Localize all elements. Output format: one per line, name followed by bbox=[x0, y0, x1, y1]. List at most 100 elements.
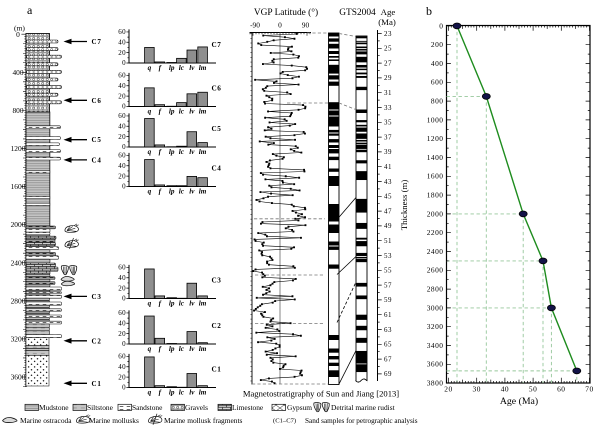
svg-text:2400: 2400 bbox=[427, 247, 444, 256]
svg-text:2000: 2000 bbox=[427, 209, 444, 218]
svg-text:lm: lm bbox=[199, 148, 207, 156]
svg-text:lp: lp bbox=[169, 148, 175, 156]
svg-text:40: 40 bbox=[118, 123, 126, 131]
svg-text:200: 200 bbox=[431, 40, 444, 49]
svg-text:20: 20 bbox=[118, 172, 126, 180]
svg-text:GTS2004: GTS2004 bbox=[339, 8, 376, 18]
svg-text:C7: C7 bbox=[92, 38, 102, 46]
svg-text:60: 60 bbox=[118, 112, 126, 120]
svg-text:20: 20 bbox=[118, 373, 126, 381]
svg-text:C1: C1 bbox=[212, 366, 222, 374]
svg-text:Gypsum: Gypsum bbox=[287, 403, 312, 412]
svg-text:29: 29 bbox=[384, 74, 392, 82]
svg-text:1800: 1800 bbox=[427, 191, 444, 200]
svg-text:(C1–C7): (C1–C7) bbox=[273, 418, 296, 425]
svg-text:400: 400 bbox=[12, 68, 23, 77]
svg-text:Sandstone: Sandstone bbox=[132, 403, 163, 412]
svg-text:C6: C6 bbox=[92, 97, 102, 105]
svg-text:47: 47 bbox=[384, 207, 392, 215]
svg-text:2800: 2800 bbox=[11, 296, 26, 305]
svg-text:q: q bbox=[148, 108, 152, 116]
svg-text:60: 60 bbox=[118, 309, 126, 317]
svg-text:0: 0 bbox=[122, 183, 126, 191]
svg-text:40: 40 bbox=[118, 363, 126, 371]
svg-text:Gravels: Gravels bbox=[185, 403, 208, 412]
svg-text:lc: lc bbox=[179, 300, 185, 308]
svg-text:23: 23 bbox=[384, 30, 392, 38]
svg-text:lc: lc bbox=[179, 108, 185, 116]
svg-text:1200: 1200 bbox=[427, 134, 444, 143]
svg-text:55: 55 bbox=[384, 267, 392, 275]
svg-text:q: q bbox=[148, 300, 152, 308]
svg-text:lm: lm bbox=[199, 345, 207, 353]
svg-text:q: q bbox=[148, 148, 152, 156]
svg-text:0: 0 bbox=[122, 340, 126, 348]
svg-text:lp: lp bbox=[169, 64, 175, 72]
svg-text:q: q bbox=[148, 345, 152, 353]
svg-text:lp: lp bbox=[169, 345, 175, 353]
svg-text:20: 20 bbox=[444, 385, 452, 394]
svg-text:lc: lc bbox=[179, 345, 185, 353]
svg-text:lv: lv bbox=[189, 345, 195, 353]
svg-text:67: 67 bbox=[384, 355, 392, 363]
svg-text:C4: C4 bbox=[92, 156, 102, 164]
svg-text:1600: 1600 bbox=[11, 182, 26, 191]
svg-text:lv: lv bbox=[189, 300, 195, 308]
svg-text:q: q bbox=[148, 188, 152, 196]
svg-text:b: b bbox=[426, 4, 432, 18]
svg-text:lv: lv bbox=[189, 108, 195, 116]
svg-text:lc: lc bbox=[179, 148, 185, 156]
svg-text:60: 60 bbox=[118, 353, 126, 361]
svg-text:VGP Latitude (°): VGP Latitude (°) bbox=[254, 7, 318, 18]
svg-text:1000: 1000 bbox=[427, 115, 444, 124]
svg-text:40: 40 bbox=[118, 162, 126, 170]
svg-text:20: 20 bbox=[118, 49, 126, 57]
svg-text:3800: 3800 bbox=[427, 379, 444, 388]
svg-text:2600: 2600 bbox=[427, 266, 444, 275]
svg-text:C5: C5 bbox=[92, 136, 102, 144]
svg-text:65: 65 bbox=[384, 341, 392, 349]
svg-text:0: 0 bbox=[122, 59, 126, 67]
svg-text:C3: C3 bbox=[92, 293, 102, 301]
svg-text:35: 35 bbox=[384, 119, 392, 127]
svg-text:q: q bbox=[148, 64, 152, 72]
svg-text:Detrital marine rudist: Detrital marine rudist bbox=[331, 403, 396, 412]
svg-text:lv: lv bbox=[189, 148, 195, 156]
svg-text:Age (Ma): Age (Ma) bbox=[500, 396, 538, 407]
svg-text:51: 51 bbox=[384, 237, 392, 245]
svg-text:lm: lm bbox=[199, 389, 207, 397]
svg-text:800: 800 bbox=[12, 106, 23, 115]
svg-text:lc: lc bbox=[179, 389, 185, 397]
svg-text:3200: 3200 bbox=[427, 322, 444, 331]
svg-text:lm: lm bbox=[199, 64, 207, 72]
svg-text:2000: 2000 bbox=[11, 220, 26, 229]
svg-text:lv: lv bbox=[189, 64, 195, 72]
svg-text:800: 800 bbox=[431, 97, 444, 106]
svg-text:20: 20 bbox=[118, 284, 126, 292]
svg-text:-90: -90 bbox=[250, 21, 260, 30]
svg-text:2200: 2200 bbox=[427, 228, 444, 237]
svg-text:40: 40 bbox=[118, 320, 126, 328]
svg-text:2800: 2800 bbox=[427, 285, 444, 294]
svg-text:3600: 3600 bbox=[11, 373, 26, 382]
svg-text:0: 0 bbox=[122, 143, 126, 151]
svg-text:Age: Age bbox=[381, 7, 396, 17]
svg-text:0: 0 bbox=[16, 30, 20, 39]
svg-text:20: 20 bbox=[118, 330, 126, 338]
svg-text:Limestone: Limestone bbox=[232, 403, 264, 412]
svg-text:0: 0 bbox=[122, 384, 126, 392]
svg-text:27: 27 bbox=[384, 59, 392, 67]
svg-text:0: 0 bbox=[122, 103, 126, 111]
svg-text:1600: 1600 bbox=[427, 172, 444, 181]
svg-text:C5: C5 bbox=[212, 125, 222, 133]
svg-text:0: 0 bbox=[439, 21, 443, 30]
svg-text:49: 49 bbox=[384, 222, 392, 230]
svg-text:69: 69 bbox=[384, 370, 392, 378]
svg-text:20: 20 bbox=[118, 133, 126, 141]
svg-text:60: 60 bbox=[118, 72, 126, 80]
svg-text:Sand samples for petrographic: Sand samples for petrographic analysis bbox=[305, 417, 418, 425]
svg-text:33: 33 bbox=[384, 104, 392, 112]
svg-text:43: 43 bbox=[384, 178, 392, 186]
svg-text:Marine mollusk fragments: Marine mollusk fragments bbox=[164, 416, 243, 425]
svg-text:70: 70 bbox=[585, 385, 593, 394]
